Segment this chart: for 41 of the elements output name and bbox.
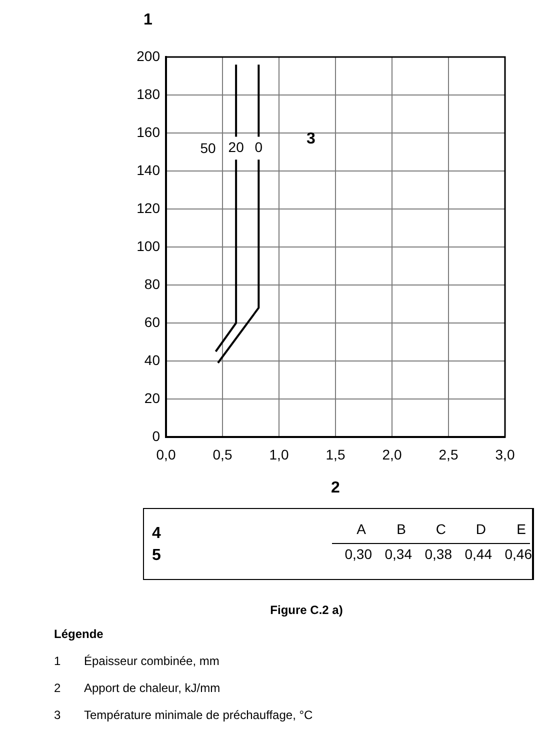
annotation: 3 [306, 130, 316, 148]
x-axis-title: 2 [331, 479, 340, 496]
series-label: 20 [228, 139, 244, 156]
y-tick-label: 60 [144, 314, 160, 330]
y-tick-label: 80 [144, 276, 160, 292]
x-tick-label: 2,0 [382, 446, 402, 462]
text: 0,44 [464, 546, 492, 562]
x-tick-label: 1,5 [326, 446, 346, 462]
text: Légende [54, 627, 104, 641]
x-tick-label: 1,0 [269, 446, 289, 462]
x-tick-label: 0,0 [156, 446, 176, 462]
y-tick-label: 0 [152, 428, 160, 444]
category-label: A [356, 521, 366, 537]
y-tick-label: 140 [136, 162, 160, 178]
y-tick-label: 120 [136, 200, 160, 216]
y-tick-label: 100 [136, 238, 160, 254]
y-axis-title: 1 [144, 11, 153, 28]
text: 0,34 [384, 546, 412, 562]
y-tick-label: 180 [136, 86, 160, 102]
x-tick-label: 0,5 [212, 446, 232, 462]
text: 5 [152, 547, 161, 565]
text: 0,30 [344, 546, 372, 562]
y-tick-label: 160 [136, 124, 160, 140]
text: 2 Apport de chaleur, kJ/mm [54, 681, 220, 695]
category-label: C [436, 521, 446, 537]
text: 0,38 [424, 546, 452, 562]
text: 1 Épaisseur combinée, mm [54, 654, 220, 668]
category-label: B [396, 521, 406, 537]
annotation: 50 [200, 140, 216, 156]
category-label: E [516, 521, 526, 537]
text: 4 [152, 525, 161, 543]
y-tick-label: 200 [136, 48, 160, 64]
text: 0,46 [504, 546, 532, 562]
x-tick-label: 2,5 [438, 446, 458, 462]
text: Figure C.2 a) [269, 603, 344, 617]
series-label: 0 [254, 139, 263, 156]
text: 3 Température minimale de préchauffage, °C [54, 708, 313, 722]
x-tick-label: 3,0 [495, 446, 515, 462]
y-tick-label: 20 [144, 390, 160, 406]
y-tick-label: 40 [144, 352, 160, 368]
category-label: D [476, 521, 486, 537]
